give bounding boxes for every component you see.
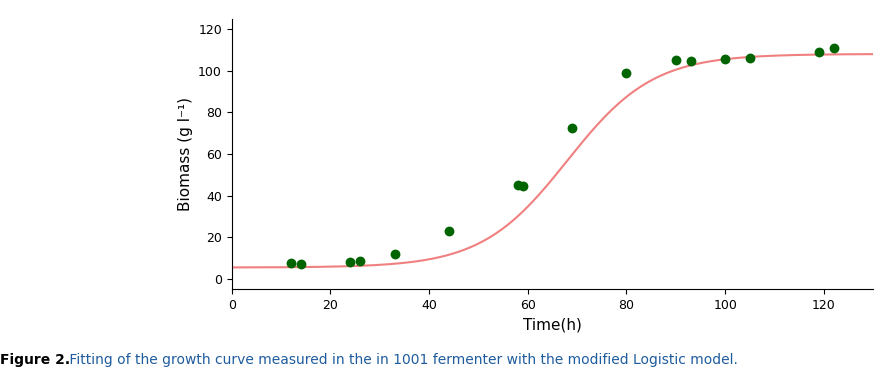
Point [565, 125, 579, 131]
Text: Fitting of the growth curve measured in the in 1001 fermenter with the modified : Fitting of the growth curve measured in … [65, 352, 738, 367]
Point [743, 55, 757, 61]
Point [511, 182, 525, 188]
Point [683, 58, 698, 64]
Point [516, 183, 530, 189]
Point [668, 57, 683, 63]
Point [827, 45, 841, 51]
Point [718, 56, 732, 62]
Point [343, 259, 357, 265]
X-axis label: Time(h): Time(h) [523, 318, 582, 333]
Y-axis label: Biomass (g l⁻¹): Biomass (g l⁻¹) [177, 97, 192, 211]
Point [442, 228, 456, 234]
Point [294, 262, 308, 267]
Point [619, 70, 634, 76]
Point [812, 49, 826, 55]
Point [388, 251, 402, 257]
Text: Figure 2.: Figure 2. [0, 352, 70, 367]
Point [353, 258, 367, 264]
Point [283, 260, 298, 266]
